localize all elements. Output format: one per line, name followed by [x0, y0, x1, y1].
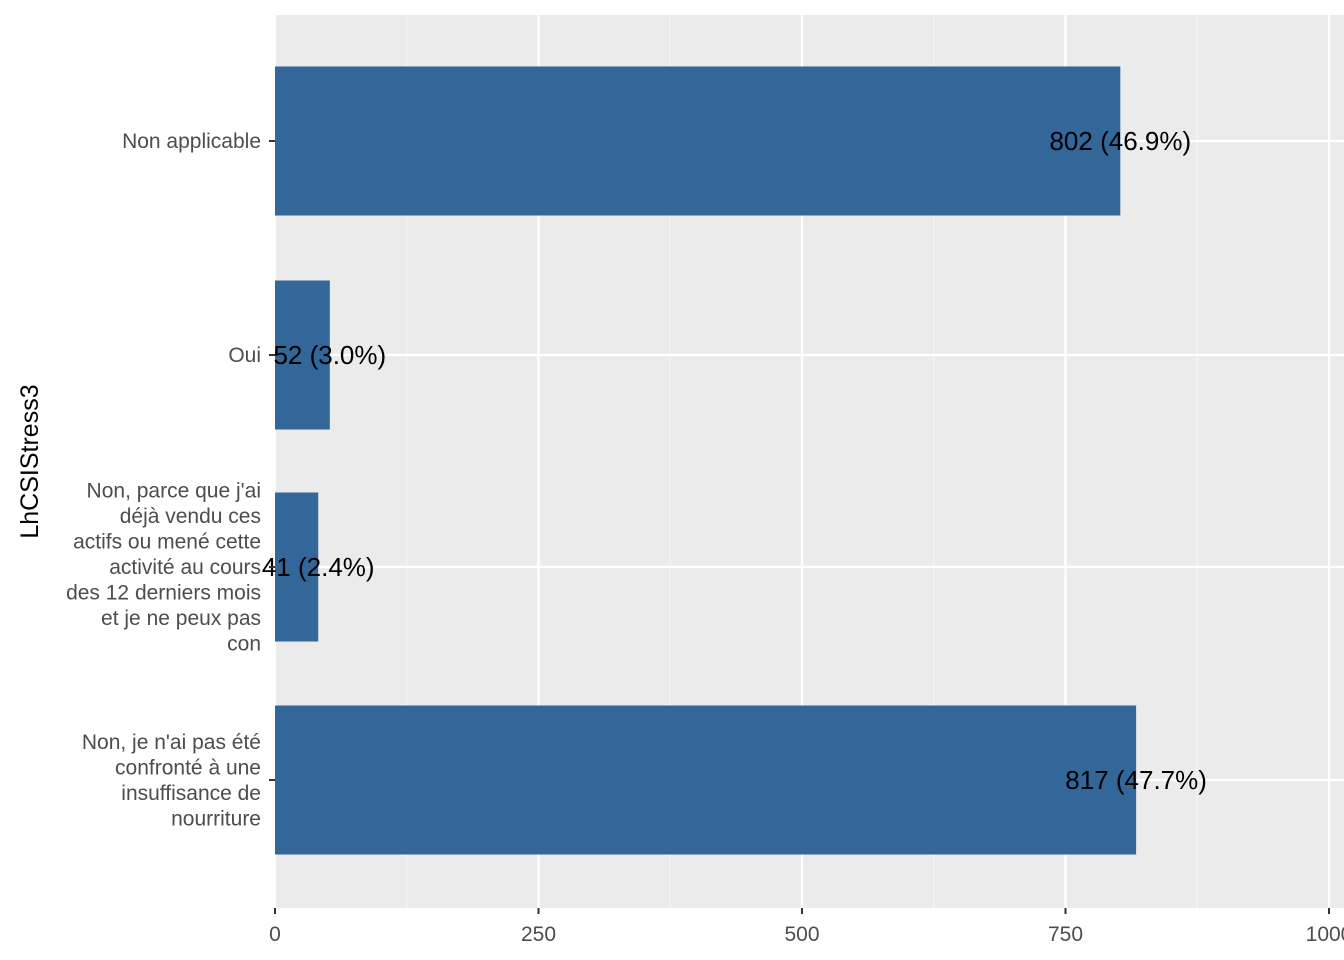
- bars: [275, 66, 1137, 855]
- bar: [275, 280, 330, 430]
- x-tick-label: 500: [784, 923, 819, 946]
- bar-data-label: 52 (3.0%): [273, 340, 386, 370]
- bar-data-label: 802 (46.9%): [1049, 126, 1191, 156]
- y-axis-title: LhCSIStress3: [16, 384, 44, 538]
- y-tick-label: Non applicable: [122, 130, 261, 153]
- y-axis: Non applicable Oui Non, parce que j'ai déjà…: [66, 130, 275, 830]
- data-labels: 802 (46.9%) 52 (3.0%) 41 (2.4%) 817 (47.7%): [262, 126, 1207, 795]
- bar: [275, 66, 1121, 216]
- x-tick-label: 750: [1048, 923, 1083, 946]
- y-tick-label: Non, parce que j'ai déjà vendu ces actifs …: [66, 480, 261, 656]
- y-tick-label: Non, je n'ai pas été confronté à une insuf…: [82, 731, 261, 831]
- bar-data-label: 817 (47.7%): [1065, 765, 1207, 795]
- bar: [275, 492, 319, 642]
- y-tick-label: Oui: [228, 344, 261, 367]
- x-tick-label: 1000: [1306, 923, 1344, 946]
- x-tick-label: 250: [521, 923, 556, 946]
- bar-data-label: 41 (2.4%): [262, 552, 375, 582]
- bar: [275, 705, 1137, 855]
- x-axis: 0 250 500 750 1000: [269, 908, 1344, 946]
- x-tick-label: 0: [269, 923, 281, 946]
